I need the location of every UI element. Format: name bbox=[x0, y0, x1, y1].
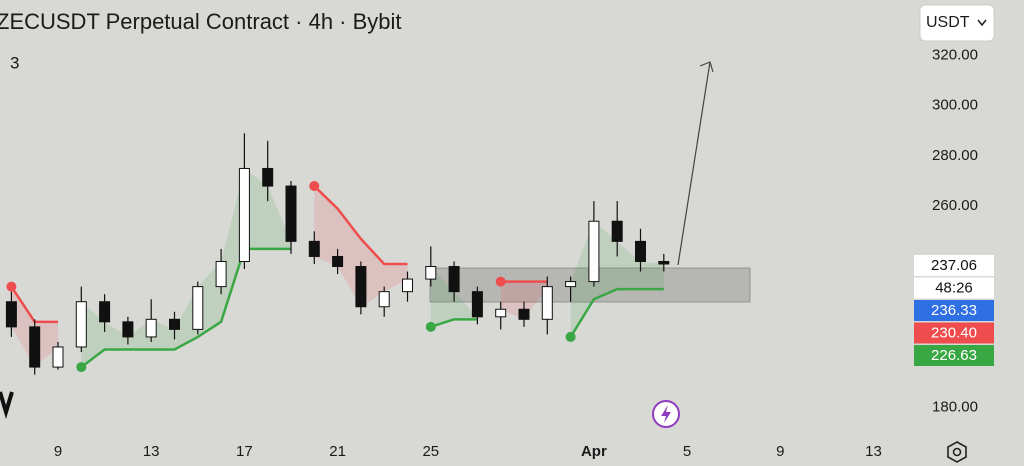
candle-body bbox=[75, 301, 87, 348]
plot bbox=[5, 133, 670, 375]
currency-dropdown[interactable] bbox=[919, 4, 995, 42]
x-tick-label: 25 bbox=[422, 443, 439, 460]
trend-line bbox=[80, 247, 291, 369]
candle-body bbox=[541, 286, 553, 320]
price-label-box bbox=[914, 255, 994, 276]
trend-line bbox=[569, 287, 664, 338]
candle-body bbox=[611, 220, 623, 242]
trend-start-dot bbox=[76, 362, 87, 373]
candle-body bbox=[402, 278, 413, 293]
candle-body bbox=[308, 240, 320, 257]
y-tick-label: 280.00 bbox=[932, 147, 978, 164]
price-label: 230.40 bbox=[931, 324, 977, 341]
candle-body bbox=[215, 260, 227, 288]
trend-line bbox=[430, 318, 478, 329]
price-label-box bbox=[914, 345, 994, 366]
candle-body bbox=[5, 301, 17, 328]
candle-body bbox=[495, 308, 507, 318]
candle-body bbox=[565, 281, 577, 288]
x-tick-label: 21 bbox=[329, 443, 346, 460]
candle-body bbox=[588, 220, 600, 283]
trend-start-dot bbox=[309, 181, 320, 192]
y-tick-label: 300.00 bbox=[932, 97, 978, 114]
x-tick-label: 9 bbox=[776, 443, 784, 460]
price-label: 237.06 bbox=[931, 257, 977, 274]
y-tick-label: 180.00 bbox=[932, 398, 978, 415]
candle-body bbox=[635, 240, 646, 262]
candle-body bbox=[52, 346, 64, 368]
trend-start-dot bbox=[565, 331, 576, 342]
trend-line bbox=[313, 185, 408, 266]
lightning-icon bbox=[661, 405, 671, 423]
candle-body bbox=[285, 185, 297, 242]
price-label-box bbox=[914, 300, 994, 321]
price-label-box bbox=[914, 322, 994, 344]
currency-label[interactable]: USDT bbox=[926, 14, 970, 31]
trend-fill bbox=[81, 168, 291, 368]
price-label: 236.33 bbox=[931, 302, 977, 319]
dropdown-caret bbox=[977, 19, 987, 27]
y-tick-label: 260.00 bbox=[932, 197, 978, 214]
x-tick-label: 9 bbox=[54, 443, 62, 460]
trend-start-dot bbox=[6, 281, 17, 292]
chart-title: ZECUSDT Perpetual Contract · 4h · Bybit bbox=[0, 9, 402, 34]
x-tick-label: 5 bbox=[683, 443, 691, 460]
trend-fill bbox=[500, 281, 548, 320]
candle-body bbox=[471, 291, 483, 318]
arrow-head bbox=[699, 61, 714, 73]
candle-body bbox=[262, 167, 274, 187]
y-tick-label: 320.00 bbox=[932, 46, 978, 63]
candle-body bbox=[192, 286, 204, 330]
x-tick-label: 13 bbox=[865, 443, 882, 460]
trend-start-dot bbox=[425, 321, 436, 332]
candle-body bbox=[122, 321, 134, 338]
price-label: 226.63 bbox=[931, 347, 977, 364]
candle-body bbox=[99, 301, 111, 323]
price-label-box bbox=[914, 277, 994, 299]
candle-body bbox=[378, 291, 390, 308]
candle-body bbox=[448, 266, 460, 293]
trend-start-dot bbox=[495, 276, 506, 287]
x-tick-label: 13 bbox=[143, 443, 160, 460]
candle-body bbox=[238, 167, 250, 262]
candle-body bbox=[169, 318, 180, 330]
edge-marker bbox=[0, 391, 14, 419]
settings-icon bbox=[952, 447, 962, 457]
x-tick-label: 17 bbox=[236, 443, 253, 460]
candle-body bbox=[518, 308, 530, 320]
candle-body bbox=[658, 260, 670, 265]
candle-body bbox=[29, 326, 41, 368]
trend-fill bbox=[314, 186, 408, 307]
indicator-label: 3 bbox=[10, 53, 19, 72]
candle-body bbox=[145, 318, 157, 338]
candle-body bbox=[332, 255, 344, 268]
candle-body bbox=[355, 266, 367, 308]
price-label: 48:26 bbox=[935, 279, 973, 296]
settings-button[interactable] bbox=[947, 441, 967, 463]
arrow-line bbox=[677, 61, 711, 266]
candle-body bbox=[425, 266, 437, 280]
x-tick-label: Apr bbox=[581, 443, 607, 460]
